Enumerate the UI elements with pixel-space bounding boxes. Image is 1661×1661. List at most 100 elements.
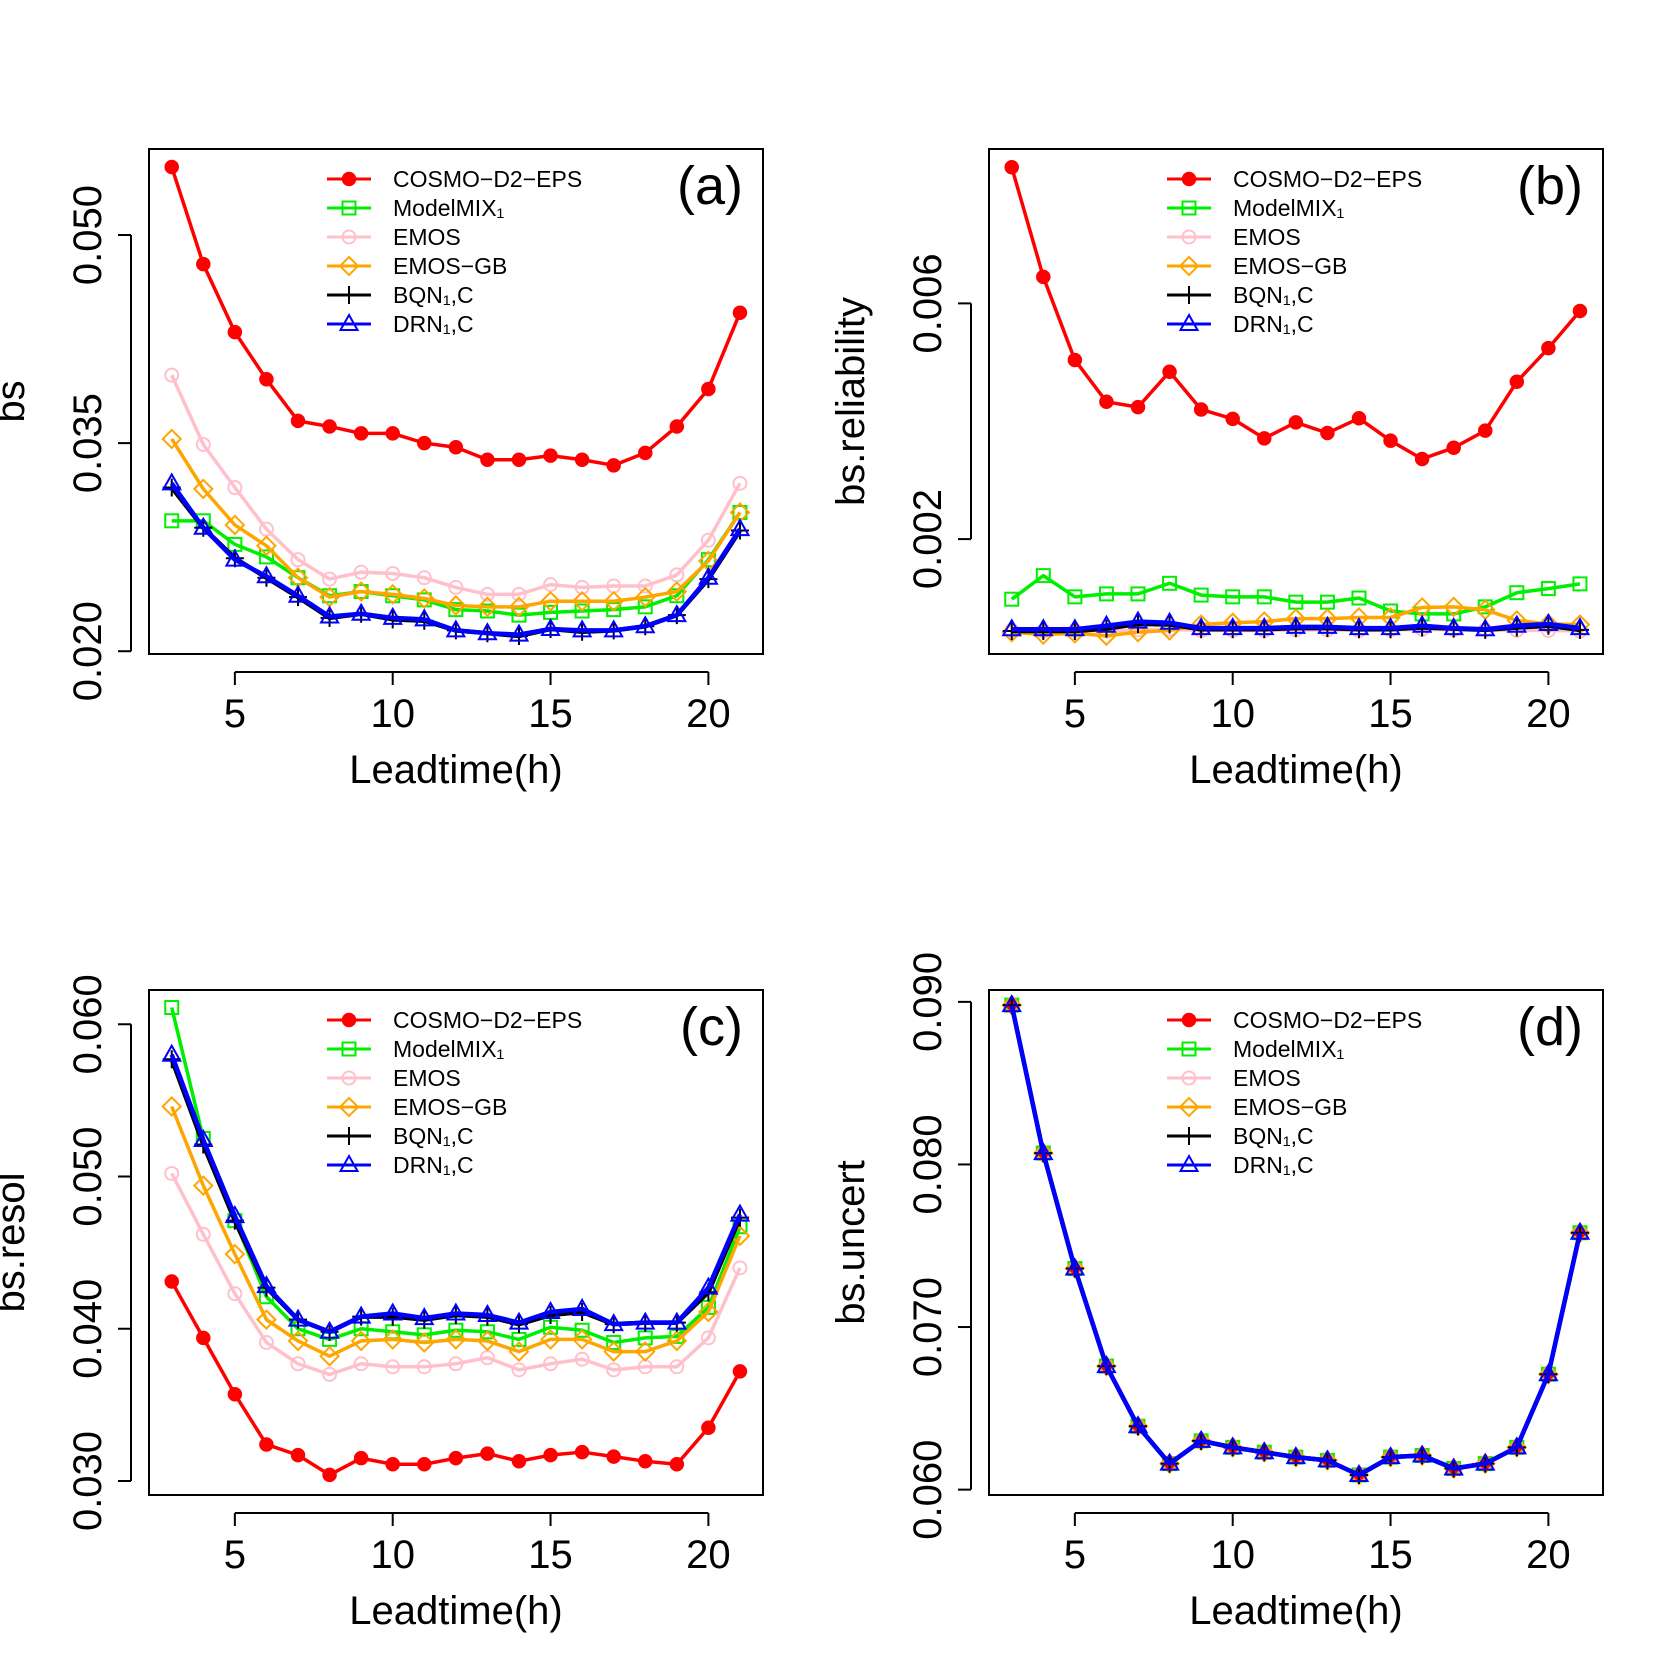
- data-point: [319, 1320, 340, 1339]
- data-point: [476, 596, 498, 618]
- data-point: [161, 1043, 182, 1062]
- data-point: [445, 619, 467, 638]
- legend-marker: [1178, 1096, 1200, 1118]
- data-point: [287, 1330, 309, 1352]
- data-point: [448, 602, 464, 618]
- data-point: [382, 583, 404, 605]
- data-point: [256, 1309, 277, 1331]
- legend-marker: [341, 1012, 357, 1028]
- data-point: [1256, 589, 1272, 605]
- data-point: [732, 305, 748, 320]
- panel: 0.020 0.035 0.050 5 10 15 20 Leadtime(h) bs (a) CO…: [0, 148, 764, 792]
- legend-label: COSMO−D2−EPS: [393, 1007, 582, 1033]
- data-point: [385, 566, 401, 582]
- data-point: [540, 590, 561, 612]
- data-point: [259, 1437, 274, 1452]
- legend-label: EMOS: [1233, 224, 1301, 250]
- data-point: [287, 1308, 309, 1327]
- data-point: [1383, 433, 1398, 448]
- data-point: [1190, 617, 1212, 636]
- legend-marker: [338, 1096, 360, 1118]
- data-point: [1067, 352, 1083, 368]
- legend-marker: [1178, 255, 1200, 277]
- data-point: [571, 1328, 593, 1350]
- data-point: [1096, 625, 1117, 647]
- legend-marker: [341, 1070, 357, 1086]
- data-point: [1225, 411, 1240, 427]
- data-point: [322, 571, 338, 587]
- data-point: [448, 440, 464, 455]
- series-line: [170, 1105, 742, 1358]
- data-point: [161, 472, 182, 491]
- data-point: [196, 256, 211, 272]
- data-point: [1316, 1449, 1338, 1471]
- data-point: [511, 607, 527, 623]
- data-point: [480, 452, 495, 468]
- y-tick-label: 0.006: [906, 253, 950, 353]
- data-point: [1380, 617, 1401, 636]
- data-point: [480, 1446, 495, 1461]
- data-point: [635, 615, 656, 634]
- data-point: [1193, 402, 1209, 417]
- legend-marker: [1181, 229, 1197, 245]
- legend-marker: [1181, 171, 1197, 187]
- data-point: [1348, 1463, 1370, 1482]
- data-point: [571, 619, 593, 638]
- data-point: [322, 1467, 337, 1483]
- data-point: [511, 1362, 527, 1378]
- x-tick-label: 20: [1526, 1533, 1571, 1577]
- data-point: [290, 1447, 306, 1463]
- data-point: [1036, 269, 1051, 285]
- panel: 0.060 0.070 0.080 0.090 5 10 15 20 Leadtime(h) bs…: [829, 952, 1604, 1633]
- x-tick-label: 10: [1210, 1533, 1255, 1577]
- data-point: [508, 596, 530, 618]
- data-point: [729, 518, 751, 537]
- panel: 0.002 0.006 5 10 15 20 Leadtime(h) bs.reliabili…: [829, 148, 1604, 792]
- legend-marker: [341, 171, 357, 187]
- y-tick-label: 0.060: [906, 1440, 950, 1540]
- data-point: [224, 1243, 246, 1265]
- data-point: [698, 1276, 719, 1295]
- series-line: [1009, 1004, 1583, 1478]
- data-point: [1159, 1452, 1180, 1471]
- data-point: [1127, 621, 1149, 643]
- data-point: [635, 1311, 656, 1330]
- data-point: [1569, 617, 1591, 636]
- data-point: [698, 566, 719, 585]
- legend-marker: [1181, 1041, 1197, 1057]
- data-point: [1222, 617, 1243, 636]
- data-point: [606, 458, 621, 473]
- y-tick-label: 0.030: [66, 1431, 110, 1531]
- data-point: [700, 532, 716, 548]
- data-point: [385, 1359, 401, 1375]
- data-point: [508, 623, 530, 642]
- y-tick-label: 0.020: [66, 601, 110, 701]
- x-axis-title: Leadtime(h): [349, 1589, 562, 1633]
- data-point: [1001, 994, 1022, 1013]
- legend-marker: [340, 1127, 358, 1145]
- data-point: [195, 1226, 211, 1242]
- y-tick-label: 0.070: [906, 1277, 950, 1377]
- data-point: [603, 1313, 624, 1332]
- data-point: [413, 588, 435, 609]
- data-point: [638, 1453, 653, 1469]
- data-point: [290, 570, 306, 586]
- data-point: [353, 1356, 369, 1372]
- legend-label: BQN₁,C: [393, 1123, 474, 1149]
- data-point: [164, 159, 179, 175]
- data-point: [382, 1302, 403, 1321]
- data-point: [414, 1307, 435, 1326]
- data-point: [350, 1305, 372, 1324]
- plot-box: [148, 148, 764, 655]
- data-point: [669, 1456, 685, 1472]
- data-point: [417, 435, 432, 451]
- data-point: [1254, 1441, 1275, 1460]
- x-tick-label: 10: [1210, 692, 1255, 736]
- data-point: [1159, 611, 1180, 630]
- data-point: [1538, 1363, 1559, 1382]
- legend-marker: [1181, 1070, 1197, 1086]
- legend-label: ModelMIX₁: [393, 195, 505, 221]
- data-point: [1351, 411, 1367, 426]
- data-point: [192, 1175, 214, 1197]
